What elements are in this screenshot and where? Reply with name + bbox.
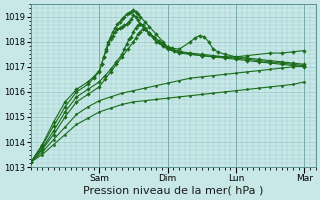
X-axis label: Pression niveau de la mer( hPa ): Pression niveau de la mer( hPa ) — [83, 186, 264, 196]
